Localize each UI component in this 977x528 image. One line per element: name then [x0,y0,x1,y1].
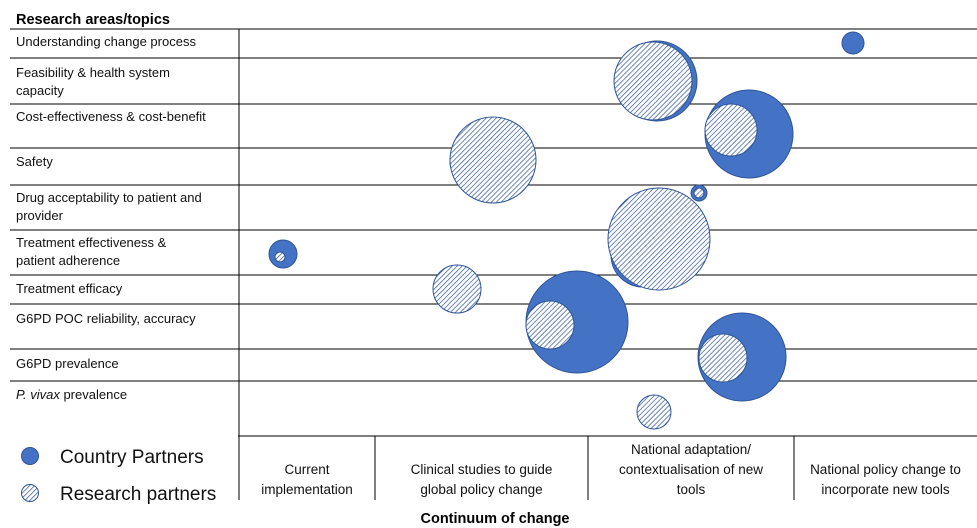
column-label: National adaptation/ [631,442,751,457]
row-label: G6PD POC reliability, accuracy [16,311,196,326]
legend-country-swatch [21,447,39,465]
legend: Country Partners Research partners [21,447,216,505]
row-label: capacity [16,83,64,98]
column-label: contextualisation of new [619,462,763,477]
column-label: global policy change [420,482,542,497]
row-label: Feasibility & health system [16,65,170,80]
column-label: Clinical studies to guide [411,462,553,477]
column-label: incorporate new tools [821,482,950,497]
row-labels: Understanding change process Feasibility … [16,34,206,402]
legend-research-label: Research partners [60,484,216,505]
research-partner-bubble [607,187,711,291]
column-label: implementation [261,482,353,497]
legend-country-label: Country Partners [60,447,204,468]
research-partner-bubble [274,251,286,263]
row-label: Drug acceptability to patient and [16,190,202,205]
legend-research-swatch [21,484,39,502]
chart-title: Research areas/topics [16,12,170,28]
row-label: Treatment effectiveness & [16,235,167,250]
research-partner-bubble [693,187,705,199]
bubbles [268,31,865,430]
row-label: Cost-effectiveness & cost-benefit [16,109,206,124]
row-label: Safety [16,154,53,169]
grid-lines [10,28,977,500]
row-label: P. vivax prevalence [16,387,127,402]
country-partner-bubble [841,31,865,55]
column-labels: Current implementation Clinical studies to… [261,442,961,497]
research-partner-bubble [432,264,482,314]
row-label: patient adherence [16,253,120,268]
row-label: Understanding change process [16,34,196,49]
research-partner-bubble [525,300,575,350]
row-label: provider [16,208,64,223]
column-label: tools [677,482,706,497]
research-partner-bubble [698,333,748,383]
research-partner-bubble [613,41,693,121]
row-label: Treatment efficacy [16,281,123,296]
research-partner-bubble [704,103,758,157]
row-label: G6PD prevalence [16,356,119,371]
research-partner-bubble [449,116,537,204]
column-label: Current [284,462,329,477]
research-partner-bubble [636,394,672,430]
x-axis-label: Continuum of change [420,511,569,527]
column-label: National policy change to [810,462,961,477]
